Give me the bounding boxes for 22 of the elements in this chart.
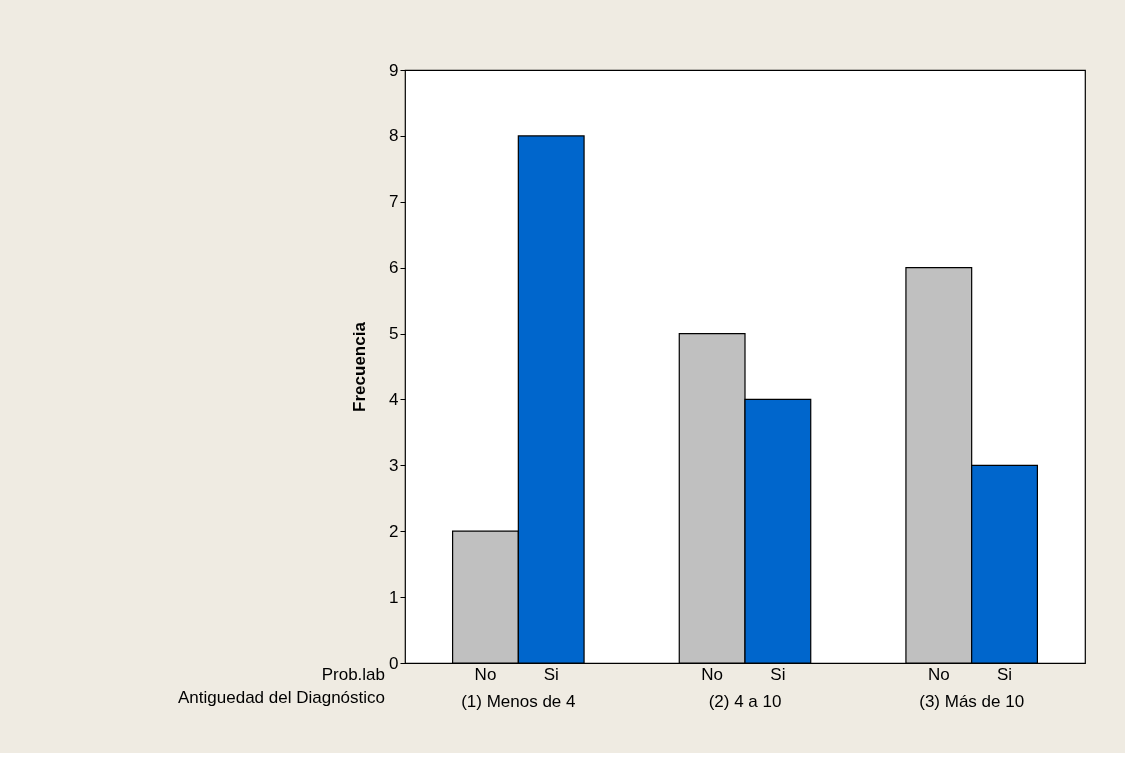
x-axis-title: Antiguedad del Diagnóstico — [178, 688, 385, 707]
text: No — [701, 665, 723, 684]
y-tick-label: 1 — [389, 587, 399, 607]
y-tick-label: 4 — [389, 389, 399, 409]
x-tick-label: (2) 4 a 10 — [708, 691, 782, 711]
y-tick-label: 5 — [389, 324, 399, 344]
y-tick-label: 3 — [389, 455, 399, 475]
series-label: No — [474, 665, 497, 684]
y-tick-label: 7 — [389, 192, 399, 212]
series-label: Si — [543, 665, 559, 684]
text: Si — [996, 665, 1013, 684]
y-tick-label: 9 — [389, 60, 399, 80]
x-tick-label: (1) Menos de 4 — [461, 691, 576, 711]
text: Si — [770, 665, 786, 684]
y-tick-label: 0 — [389, 653, 399, 673]
y-tick-label: 8 — [389, 126, 399, 146]
legend-title: Prob.lab — [321, 665, 385, 684]
x-tick-label: (3) Más de 10 — [919, 691, 1025, 711]
y-tick-label: 6 — [389, 258, 399, 278]
y-tick-label: 2 — [389, 521, 399, 541]
text: No — [927, 665, 950, 684]
y-axis-title: Frecuencia — [350, 321, 370, 412]
